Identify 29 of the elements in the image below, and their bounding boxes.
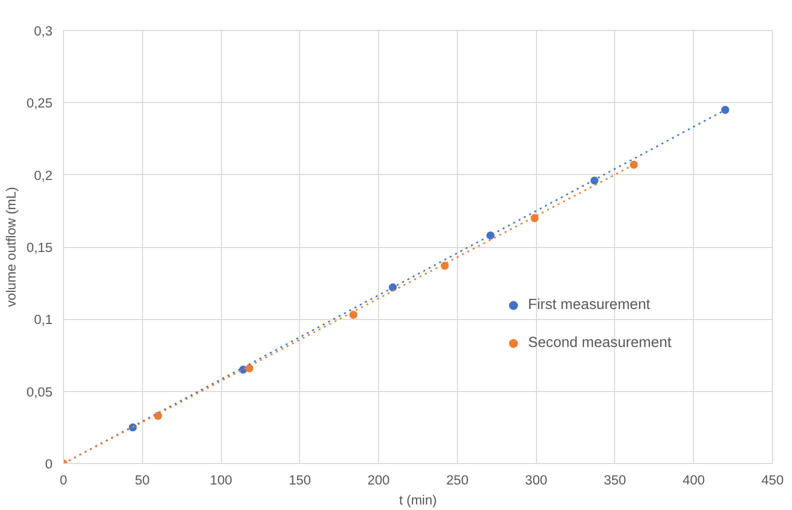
y-tick-label: 0,25 xyxy=(26,96,53,111)
y-tick-label: 0,1 xyxy=(34,312,53,328)
y-tick-label: 0,2 xyxy=(34,168,53,183)
x-tick-label: 450 xyxy=(761,472,784,488)
x-tick-label: 50 xyxy=(134,472,150,488)
point xyxy=(721,106,730,114)
x-axis-title: t (min) xyxy=(399,492,437,508)
x-tick-label: 0 xyxy=(60,472,68,488)
y-tick-label: 0,15 xyxy=(26,240,53,255)
x-tick-label: 400 xyxy=(682,472,705,488)
point xyxy=(440,262,449,270)
y-axis-title: volume outflow (mL) xyxy=(4,186,19,307)
point xyxy=(128,423,137,432)
x-tick-label: 300 xyxy=(525,472,548,488)
y-tick-label: 0 xyxy=(45,456,53,472)
point xyxy=(530,214,539,222)
legend-label: First measurement xyxy=(528,297,650,313)
y-tick-label: 0,05 xyxy=(26,384,53,400)
point xyxy=(630,160,638,169)
point xyxy=(590,176,598,185)
x-tick-label: 100 xyxy=(210,472,232,488)
x-tick-label: 350 xyxy=(604,472,626,488)
x-tick-label: 150 xyxy=(288,472,311,488)
legend-label: Second measurement xyxy=(528,335,672,351)
point xyxy=(245,364,254,372)
x-tick-label: 250 xyxy=(446,472,469,488)
x-tick-label: 200 xyxy=(367,472,390,488)
y-tick-label: 0,3 xyxy=(34,24,53,38)
point xyxy=(349,310,358,319)
